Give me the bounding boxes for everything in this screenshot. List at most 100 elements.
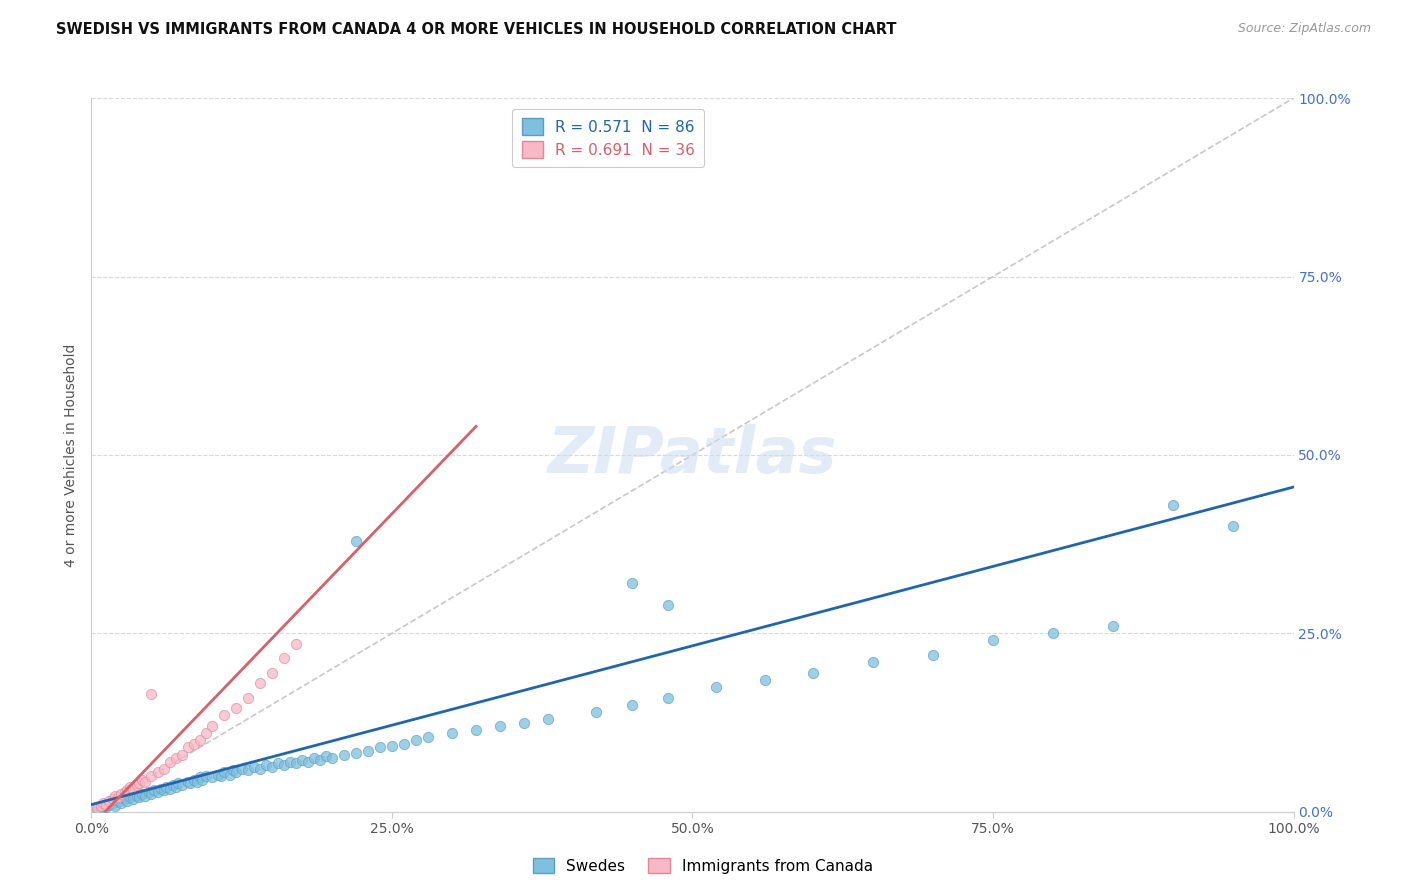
Point [249, 762, 271, 776]
Point [657, 598, 679, 612]
Point [94, 797, 117, 812]
Point [315, 749, 337, 764]
Point [128, 776, 150, 790]
Point [302, 751, 325, 765]
Point [114, 785, 136, 799]
Point [98, 797, 121, 812]
Point [218, 767, 240, 781]
Point [297, 755, 319, 769]
Point [118, 790, 141, 805]
Point [416, 730, 439, 744]
Point [308, 753, 330, 767]
Point [249, 676, 271, 690]
Point [152, 783, 174, 797]
Point [207, 767, 229, 781]
Text: Source: ZipAtlas.com: Source: ZipAtlas.com [1237, 22, 1371, 36]
Point [201, 771, 224, 785]
Point [159, 781, 181, 796]
Point [236, 764, 259, 778]
Point [321, 751, 343, 765]
Point [242, 760, 264, 774]
Point [122, 781, 145, 796]
Point [225, 701, 247, 715]
Point [125, 789, 148, 803]
Point [131, 772, 153, 787]
Point [212, 765, 235, 780]
Point [222, 764, 245, 778]
Point [194, 769, 217, 783]
Point [922, 648, 945, 662]
Point [1222, 519, 1244, 533]
Point [236, 690, 259, 705]
Point [188, 771, 211, 785]
Point [260, 665, 283, 680]
Point [93, 799, 115, 814]
Point [122, 792, 145, 806]
Point [273, 758, 295, 772]
Point [1161, 498, 1184, 512]
Point [225, 765, 247, 780]
Point [110, 796, 132, 810]
Point [621, 698, 644, 712]
Point [150, 781, 173, 796]
Point [201, 719, 224, 733]
Point [537, 712, 560, 726]
Point [209, 769, 232, 783]
Point [357, 744, 380, 758]
Point [165, 780, 187, 794]
Point [981, 633, 1004, 648]
Point [86, 801, 108, 815]
Point [179, 776, 201, 790]
Point [194, 726, 217, 740]
Point [107, 790, 129, 805]
Point [134, 789, 156, 803]
Point [706, 680, 728, 694]
Point [138, 785, 160, 799]
Point [141, 769, 163, 783]
Point [142, 783, 165, 797]
Point [862, 655, 884, 669]
Point [212, 708, 235, 723]
Text: SWEDISH VS IMMIGRANTS FROM CANADA 4 OR MORE VEHICLES IN HOUSEHOLD CORRELATION CH: SWEDISH VS IMMIGRANTS FROM CANADA 4 OR M… [56, 22, 897, 37]
Point [801, 665, 824, 680]
Point [118, 780, 141, 794]
Point [104, 799, 127, 814]
Point [101, 796, 124, 810]
Point [110, 787, 132, 801]
Point [585, 705, 607, 719]
Point [152, 762, 174, 776]
Point [657, 690, 679, 705]
Point [333, 747, 356, 762]
Point [155, 780, 177, 794]
Point [273, 651, 295, 665]
Point [231, 762, 253, 776]
Point [368, 740, 391, 755]
Point [254, 758, 277, 772]
Point [107, 794, 129, 808]
Point [134, 774, 156, 789]
Point [260, 760, 283, 774]
Point [381, 739, 404, 753]
Point [344, 533, 367, 548]
Point [159, 755, 181, 769]
Point [344, 746, 367, 760]
Point [392, 737, 415, 751]
Point [754, 673, 776, 687]
Legend: R = 0.571  N = 86, R = 0.691  N = 36: R = 0.571 N = 86, R = 0.691 N = 36 [512, 110, 704, 167]
Point [170, 778, 193, 792]
Point [94, 800, 117, 814]
Point [125, 778, 148, 792]
Point [183, 737, 205, 751]
Point [1102, 619, 1125, 633]
Point [489, 719, 512, 733]
Point [440, 726, 463, 740]
Point [90, 803, 112, 817]
Point [101, 792, 124, 806]
Y-axis label: 4 or more Vehicles in Household: 4 or more Vehicles in Household [65, 343, 79, 566]
Point [90, 799, 112, 814]
Legend: Swedes, Immigrants from Canada: Swedes, Immigrants from Canada [527, 852, 879, 880]
Point [117, 794, 139, 808]
Text: ZIPatlas: ZIPatlas [548, 424, 837, 486]
Point [167, 776, 190, 790]
Point [405, 733, 427, 747]
